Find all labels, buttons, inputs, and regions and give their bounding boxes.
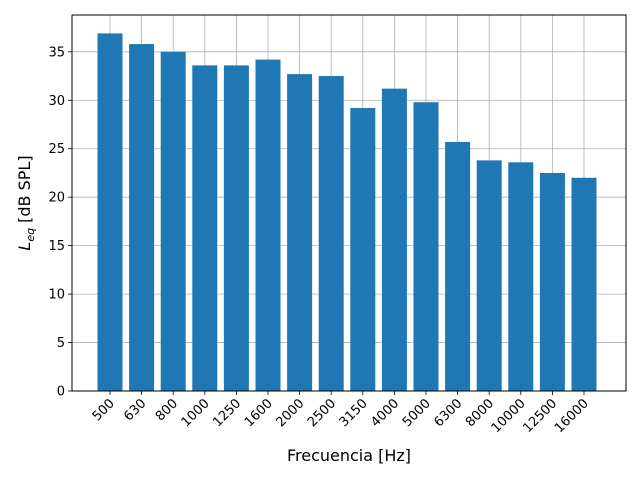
x-tick-label: 800 xyxy=(153,396,181,424)
x-tick-label: 500 xyxy=(90,396,118,424)
bar-16000 xyxy=(571,177,597,391)
x-axis: 500 630 8001000125016002000250031504000500… xyxy=(90,391,592,436)
y-axis-label-main: L xyxy=(15,242,34,251)
y-tick-label: 0 xyxy=(57,385,65,400)
bars xyxy=(97,33,597,392)
x-tick-label: 16000 xyxy=(552,396,592,436)
y-tick-label: 25 xyxy=(48,142,65,157)
x-tick-label: 1600 xyxy=(242,396,276,430)
bar-2500 xyxy=(318,76,344,391)
bar-10000 xyxy=(508,162,534,391)
x-tick-label: 6300 xyxy=(431,396,465,430)
y-axis-label-sub: eq xyxy=(24,228,37,242)
y-tick-label: 35 xyxy=(48,45,65,60)
x-tick-label: 12500 xyxy=(520,396,560,436)
y-axis-label: Leq [dB SPL] xyxy=(15,155,37,250)
bar-1000 xyxy=(192,65,218,391)
x-axis-label: Frecuencia [Hz] xyxy=(287,446,411,465)
bar-5000 xyxy=(413,102,439,391)
x-tick-label: 1000 xyxy=(179,396,213,430)
y-tick-label: 5 xyxy=(57,336,65,351)
y-tick-label: 10 xyxy=(48,288,65,303)
bar-630 xyxy=(129,44,155,391)
x-tick-label: 3150 xyxy=(337,396,371,430)
plot-frame xyxy=(71,14,627,392)
y-tick-label: 15 xyxy=(48,239,65,254)
y-axis: 0 5 10 15 20 25 30 35 xyxy=(48,45,72,400)
y-axis-label-units: [dB SPL] xyxy=(15,155,34,228)
bar-6300 xyxy=(445,141,471,391)
bar-8000 xyxy=(476,160,502,391)
x-tick-label: 4000 xyxy=(368,396,402,430)
x-tick-label: 2000 xyxy=(273,396,307,430)
x-tick-label: 2500 xyxy=(305,396,339,430)
bar-800 xyxy=(160,51,186,392)
bar-3150 xyxy=(350,108,376,391)
y-tick-label: 20 xyxy=(48,191,65,206)
bar-1250 xyxy=(223,65,249,391)
x-tick-label: 1250 xyxy=(210,396,244,430)
y-tick-label: 30 xyxy=(48,94,65,109)
bar-12500 xyxy=(539,172,565,391)
x-tick-label: 5000 xyxy=(400,396,434,430)
x-tick-label: 630 xyxy=(121,396,149,424)
bar-500 xyxy=(97,33,123,391)
bar-1600 xyxy=(255,59,281,391)
x-tick-label: 10000 xyxy=(489,396,529,436)
bar-4000 xyxy=(381,88,407,392)
bar-2000 xyxy=(287,74,313,391)
